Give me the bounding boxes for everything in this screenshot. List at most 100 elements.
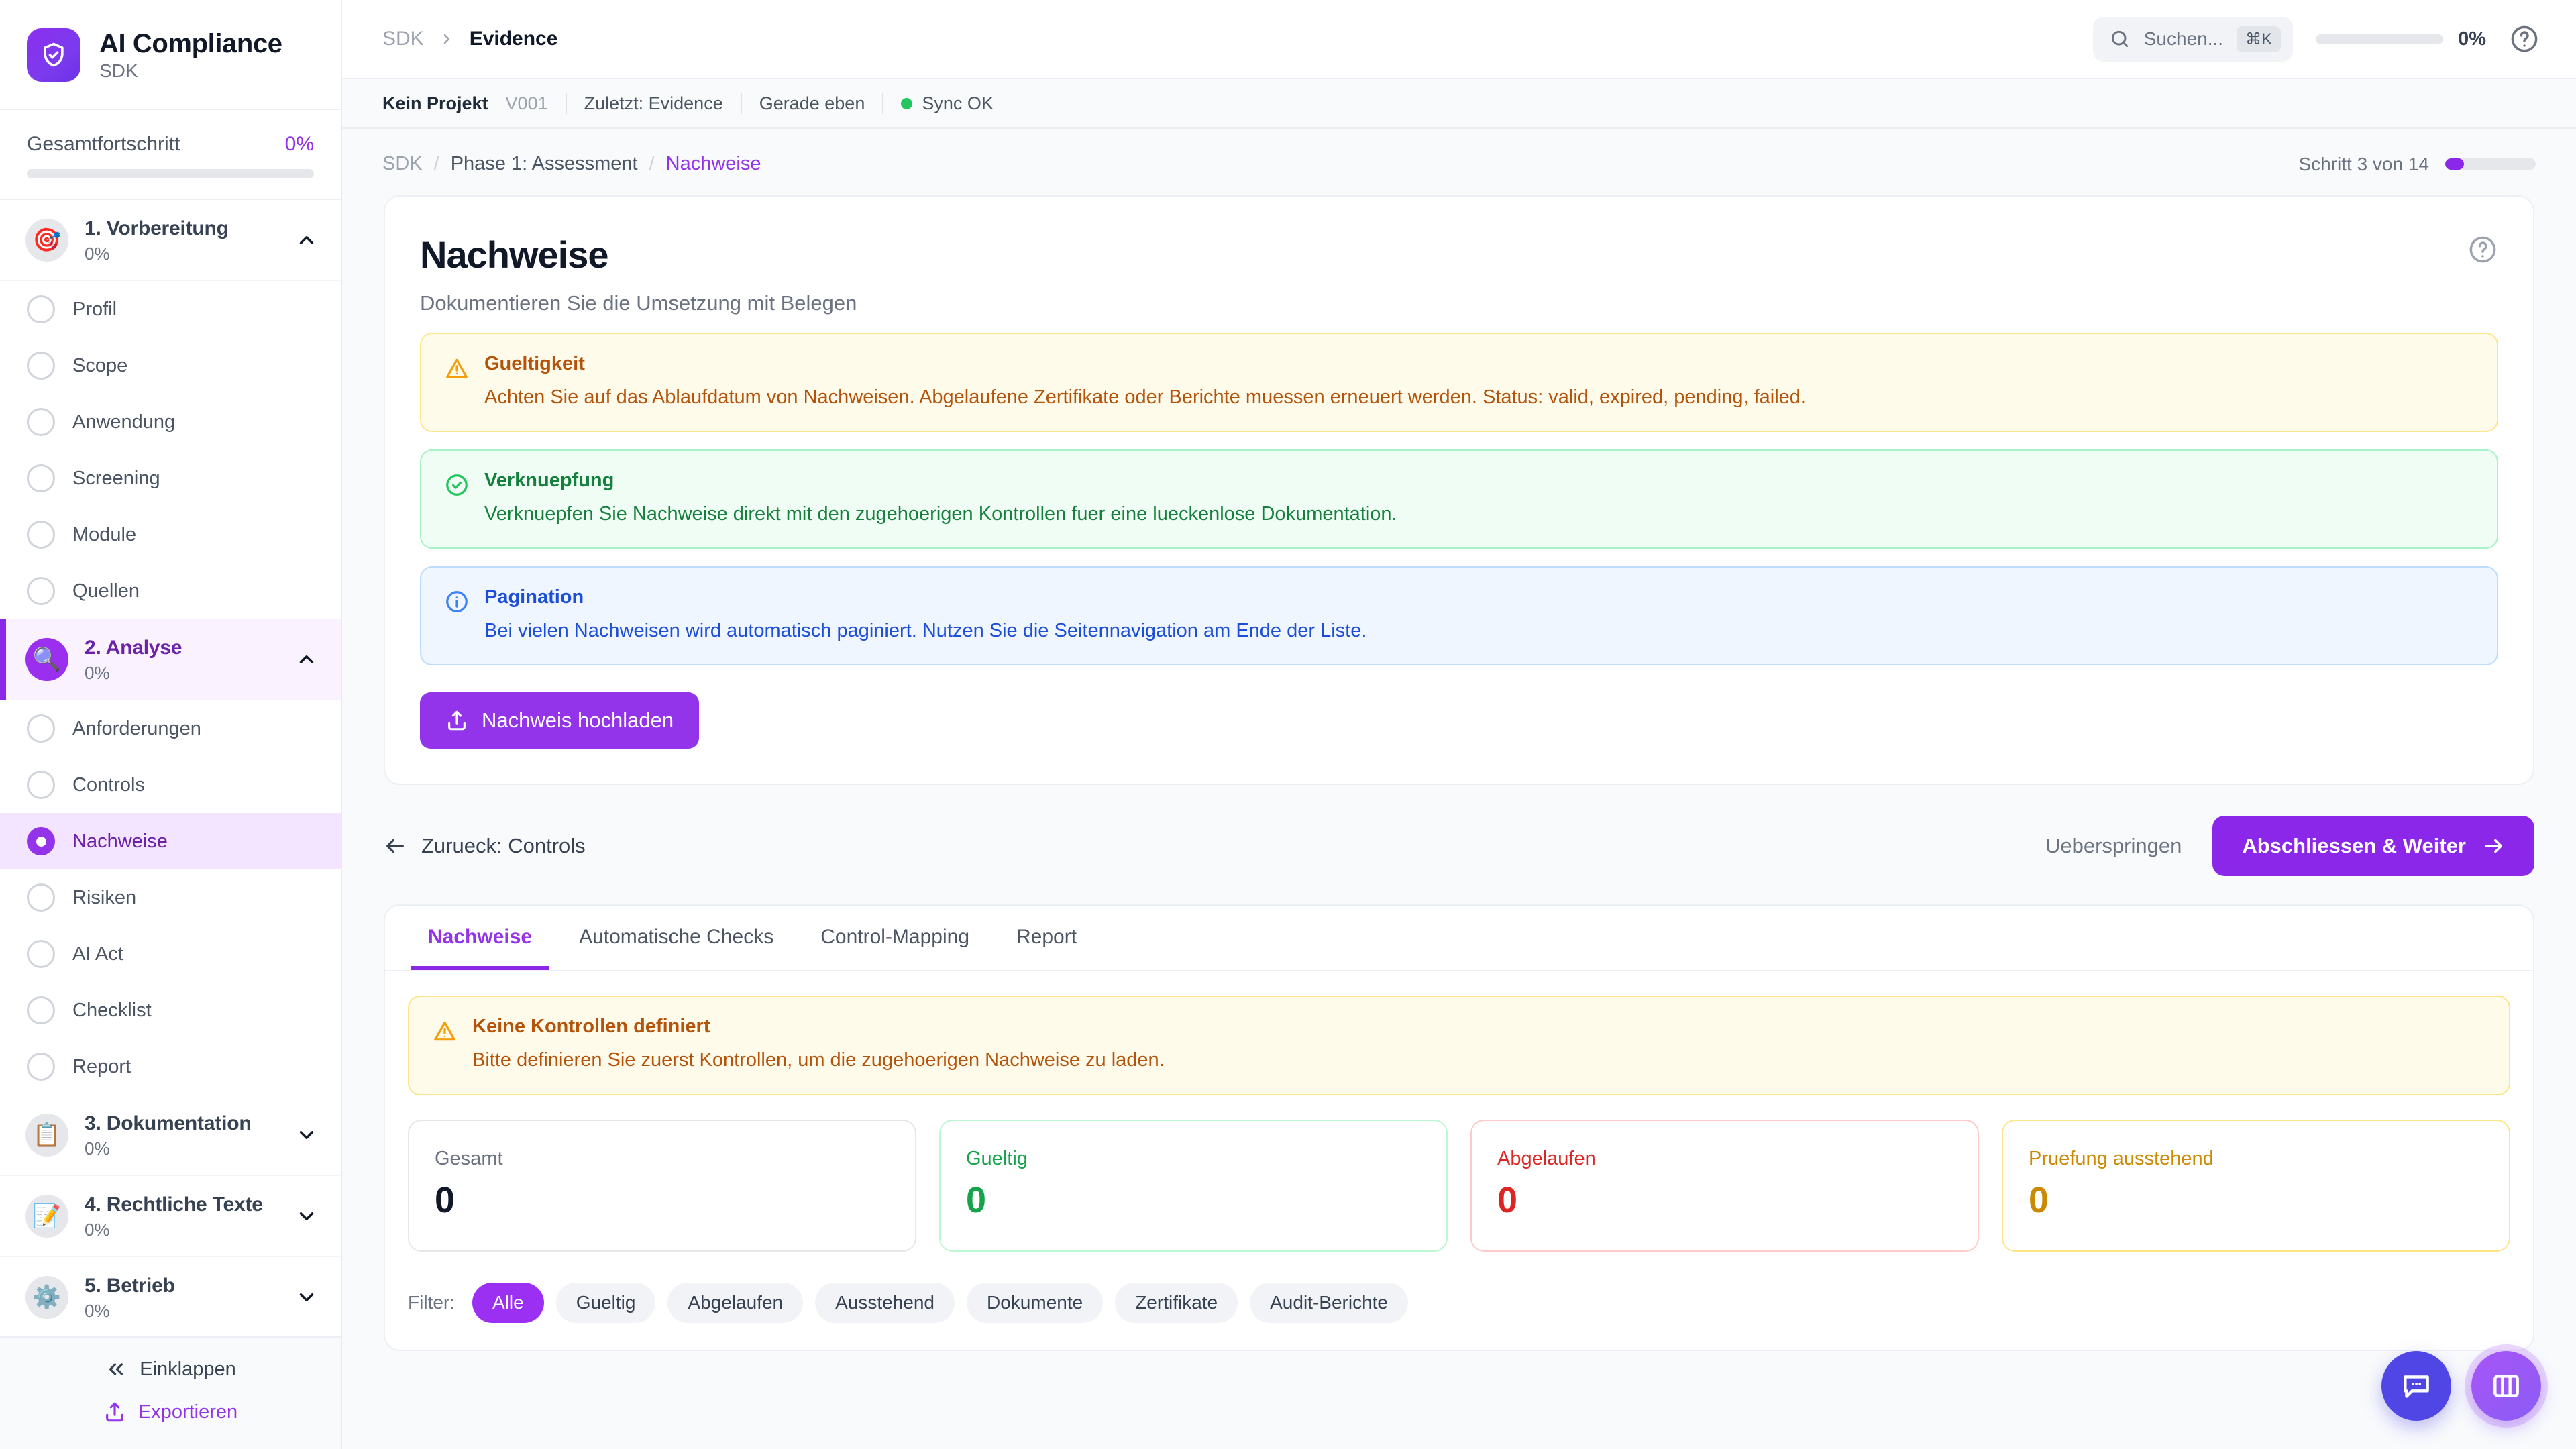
meta-project: Kein Projekt — [382, 93, 488, 113]
filter-chip-gueltig[interactable]: Gueltig — [555, 1282, 656, 1323]
sidebar-section-icon: 📝 — [25, 1195, 68, 1238]
stat-value: 0 — [1497, 1179, 1518, 1220]
sidebar-section-name: 5. Betrieb — [85, 1275, 175, 1297]
stat-card-gueltig: Gueltig 0 — [939, 1119, 1448, 1252]
breadcrumb-phase[interactable]: Phase 1: Assessment — [450, 153, 638, 174]
step-navigation: Zurueck: Controls Ueberspringen Abschlie… — [342, 785, 2576, 904]
meta-divider — [740, 93, 742, 114]
breadcrumb: SDK / Phase 1: Assessment / Nachweise — [382, 153, 761, 175]
empty-state-body: Bitte definieren Sie zuerst Kontrollen, … — [472, 1049, 1165, 1071]
filter-chip-ausstehend[interactable]: Ausstehend — [815, 1282, 955, 1323]
overall-progress: Gesamtfortschritt 0% — [0, 110, 341, 200]
breadcrumb-root[interactable]: SDK — [382, 153, 423, 174]
empty-state-warning: Keine Kontrollen definiert Bitte definie… — [408, 996, 2510, 1095]
sidebar-item-module[interactable]: Module — [0, 506, 341, 563]
sidebar-item-controls[interactable]: Controls — [0, 757, 341, 813]
search-input[interactable]: Suchen... ⌘K — [2092, 16, 2294, 62]
sidebar-item-status-dot — [27, 408, 55, 437]
sidebar-section-icon: 🎯 — [25, 219, 68, 262]
sidebar-item-ai-act[interactable]: AI Act — [0, 926, 341, 982]
content-scroll: SDK / Phase 1: Assessment / Nachweise Sc… — [342, 129, 2576, 1449]
question-circle-icon[interactable] — [2467, 234, 2498, 265]
chevron-up-icon — [299, 236, 314, 244]
filter-chip-alle[interactable]: Alle — [472, 1282, 544, 1323]
top-bar-right: Suchen... ⌘K 0% — [2092, 16, 2540, 62]
export-label: Exportieren — [138, 1401, 238, 1423]
sidebar-item-status-dot — [27, 521, 55, 549]
sidebar-item-quellen[interactable]: Quellen — [0, 563, 341, 619]
chat-fab[interactable] — [2381, 1351, 2451, 1421]
chevron-down-icon — [299, 1293, 314, 1302]
sidebar-item-profil[interactable]: Profil — [0, 281, 341, 337]
stat-label: Pruefung ausstehend — [2029, 1147, 2214, 1169]
filter-chip-zertifikate[interactable]: Zertifikate — [1115, 1282, 1238, 1323]
step-progress-bar — [2445, 158, 2536, 170]
sidebar-section-name: 1. Vorbereitung — [85, 217, 229, 239]
tab-report[interactable]: Report — [999, 906, 1094, 970]
meta-last: Zuletzt: Evidence — [584, 93, 723, 113]
sidebar-item-label: Controls — [72, 773, 145, 796]
back-button[interactable]: Zurueck: Controls — [384, 834, 586, 858]
sidebar-item-scope[interactable]: Scope — [0, 337, 341, 394]
skip-button[interactable]: Ueberspringen — [2045, 834, 2182, 858]
filter-chip-group: Alle Gueltig Abgelaufen Ausstehend Dokumente… — [472, 1282, 1408, 1323]
sidebar-item-anwendung[interactable]: Anwendung — [0, 394, 341, 450]
stat-card-pruefung-ausstehend: Pruefung ausstehend 0 — [2002, 1119, 2510, 1252]
chevrons-left-icon — [109, 1363, 123, 1375]
question-circle-icon[interactable] — [2509, 23, 2540, 54]
stat-value: 0 — [2029, 1179, 2049, 1220]
sidebar-item-screening[interactable]: Screening — [0, 450, 341, 506]
filter-bar: Filter: Alle Gueltig Abgelaufen Ausstehend D… — [408, 1282, 2510, 1323]
main-area: SDK Evidence Suchen... ⌘K 0% Kein Projek… — [342, 0, 2576, 1449]
next-button[interactable]: Abschliessen & Weiter — [2212, 816, 2534, 877]
sidebar-item-risiken[interactable]: Risiken — [0, 869, 341, 926]
filter-chip-abgelaufen[interactable]: Abgelaufen — [667, 1282, 804, 1323]
columns-icon — [2493, 1375, 2519, 1397]
top-breadcrumb-current: Evidence — [469, 28, 558, 50]
sidebar-section-5[interactable]: ⚙️ 5. Betrieb 0% — [0, 1257, 341, 1336]
sidebar-section-2[interactable]: 🔍 2. Analyse 0% — [0, 619, 341, 701]
sidebar-section-3[interactable]: 📋 3. Dokumentation 0% — [0, 1095, 341, 1177]
sidebar-section-icon: 📋 — [25, 1114, 68, 1157]
sidebar-section-1[interactable]: 🎯 1. Vorbereitung 0% — [0, 200, 341, 282]
tab-control-mapping[interactable]: Control-Mapping — [803, 906, 987, 970]
note-pagination: Pagination Bei vielen Nachweisen wird aut… — [420, 566, 2498, 666]
filter-chip-audit-berichte[interactable]: Audit-Berichte — [1250, 1282, 1408, 1323]
sidebar-item-status-dot — [27, 996, 55, 1025]
shield-check-icon — [27, 28, 80, 82]
step-indicator-label: Schritt 3 von 14 — [2298, 153, 2429, 174]
overall-progress-bar — [27, 169, 314, 178]
upload-icon — [105, 1402, 123, 1422]
panel-fab[interactable] — [2471, 1351, 2541, 1421]
upload-evidence-button[interactable]: Nachweis hochladen — [420, 692, 700, 749]
collapse-sidebar-label: Einklappen — [140, 1358, 236, 1380]
sidebar-item-checklist[interactable]: Checklist — [0, 982, 341, 1038]
overall-progress-value: 0% — [284, 133, 314, 155]
sidebar-item-nachweise[interactable]: Nachweise — [0, 813, 341, 870]
note-gueltigkeit: Gueltigkeit Achten Sie auf das Ablaufdatu… — [420, 333, 2498, 433]
search-placeholder: Suchen... — [2143, 28, 2224, 49]
meta-version: V001 — [505, 93, 548, 113]
meta-divider — [882, 93, 884, 114]
export-button[interactable]: Exportieren — [27, 1401, 314, 1424]
note-list: Gueltigkeit Achten Sie auf das Ablaufdatu… — [420, 333, 2498, 666]
tab-automatische-checks[interactable]: Automatische Checks — [561, 906, 791, 970]
top-breadcrumb-root[interactable]: SDK — [382, 28, 424, 50]
brand-subtitle: SDK — [99, 60, 138, 81]
meta-time: Gerade eben — [759, 93, 865, 113]
page-subtitle: Dokumentieren Sie die Umsetzung mit Bele… — [420, 291, 857, 315]
brand-title: AI Compliance — [99, 28, 282, 58]
sidebar-section-icon: 🔍 — [25, 638, 68, 682]
sidebar-item-anforderungen[interactable]: Anforderungen — [0, 700, 341, 757]
sidebar-section-4[interactable]: 📝 4. Rechtliche Texte 0% — [0, 1176, 341, 1258]
chat-bubble-icon — [2404, 1375, 2429, 1398]
collapse-sidebar-button[interactable]: Einklappen — [27, 1358, 314, 1381]
sidebar-item-report[interactable]: Report — [0, 1038, 341, 1095]
sidebar-item-label: Checklist — [72, 999, 152, 1021]
warning-triangle-icon — [434, 1022, 455, 1041]
sidebar-item-label: Risiken — [72, 886, 137, 908]
sidebar-item-label: Profil — [72, 298, 117, 320]
filter-chip-dokumente[interactable]: Dokumente — [967, 1282, 1104, 1323]
tab-nachweise[interactable]: Nachweise — [411, 906, 550, 971]
